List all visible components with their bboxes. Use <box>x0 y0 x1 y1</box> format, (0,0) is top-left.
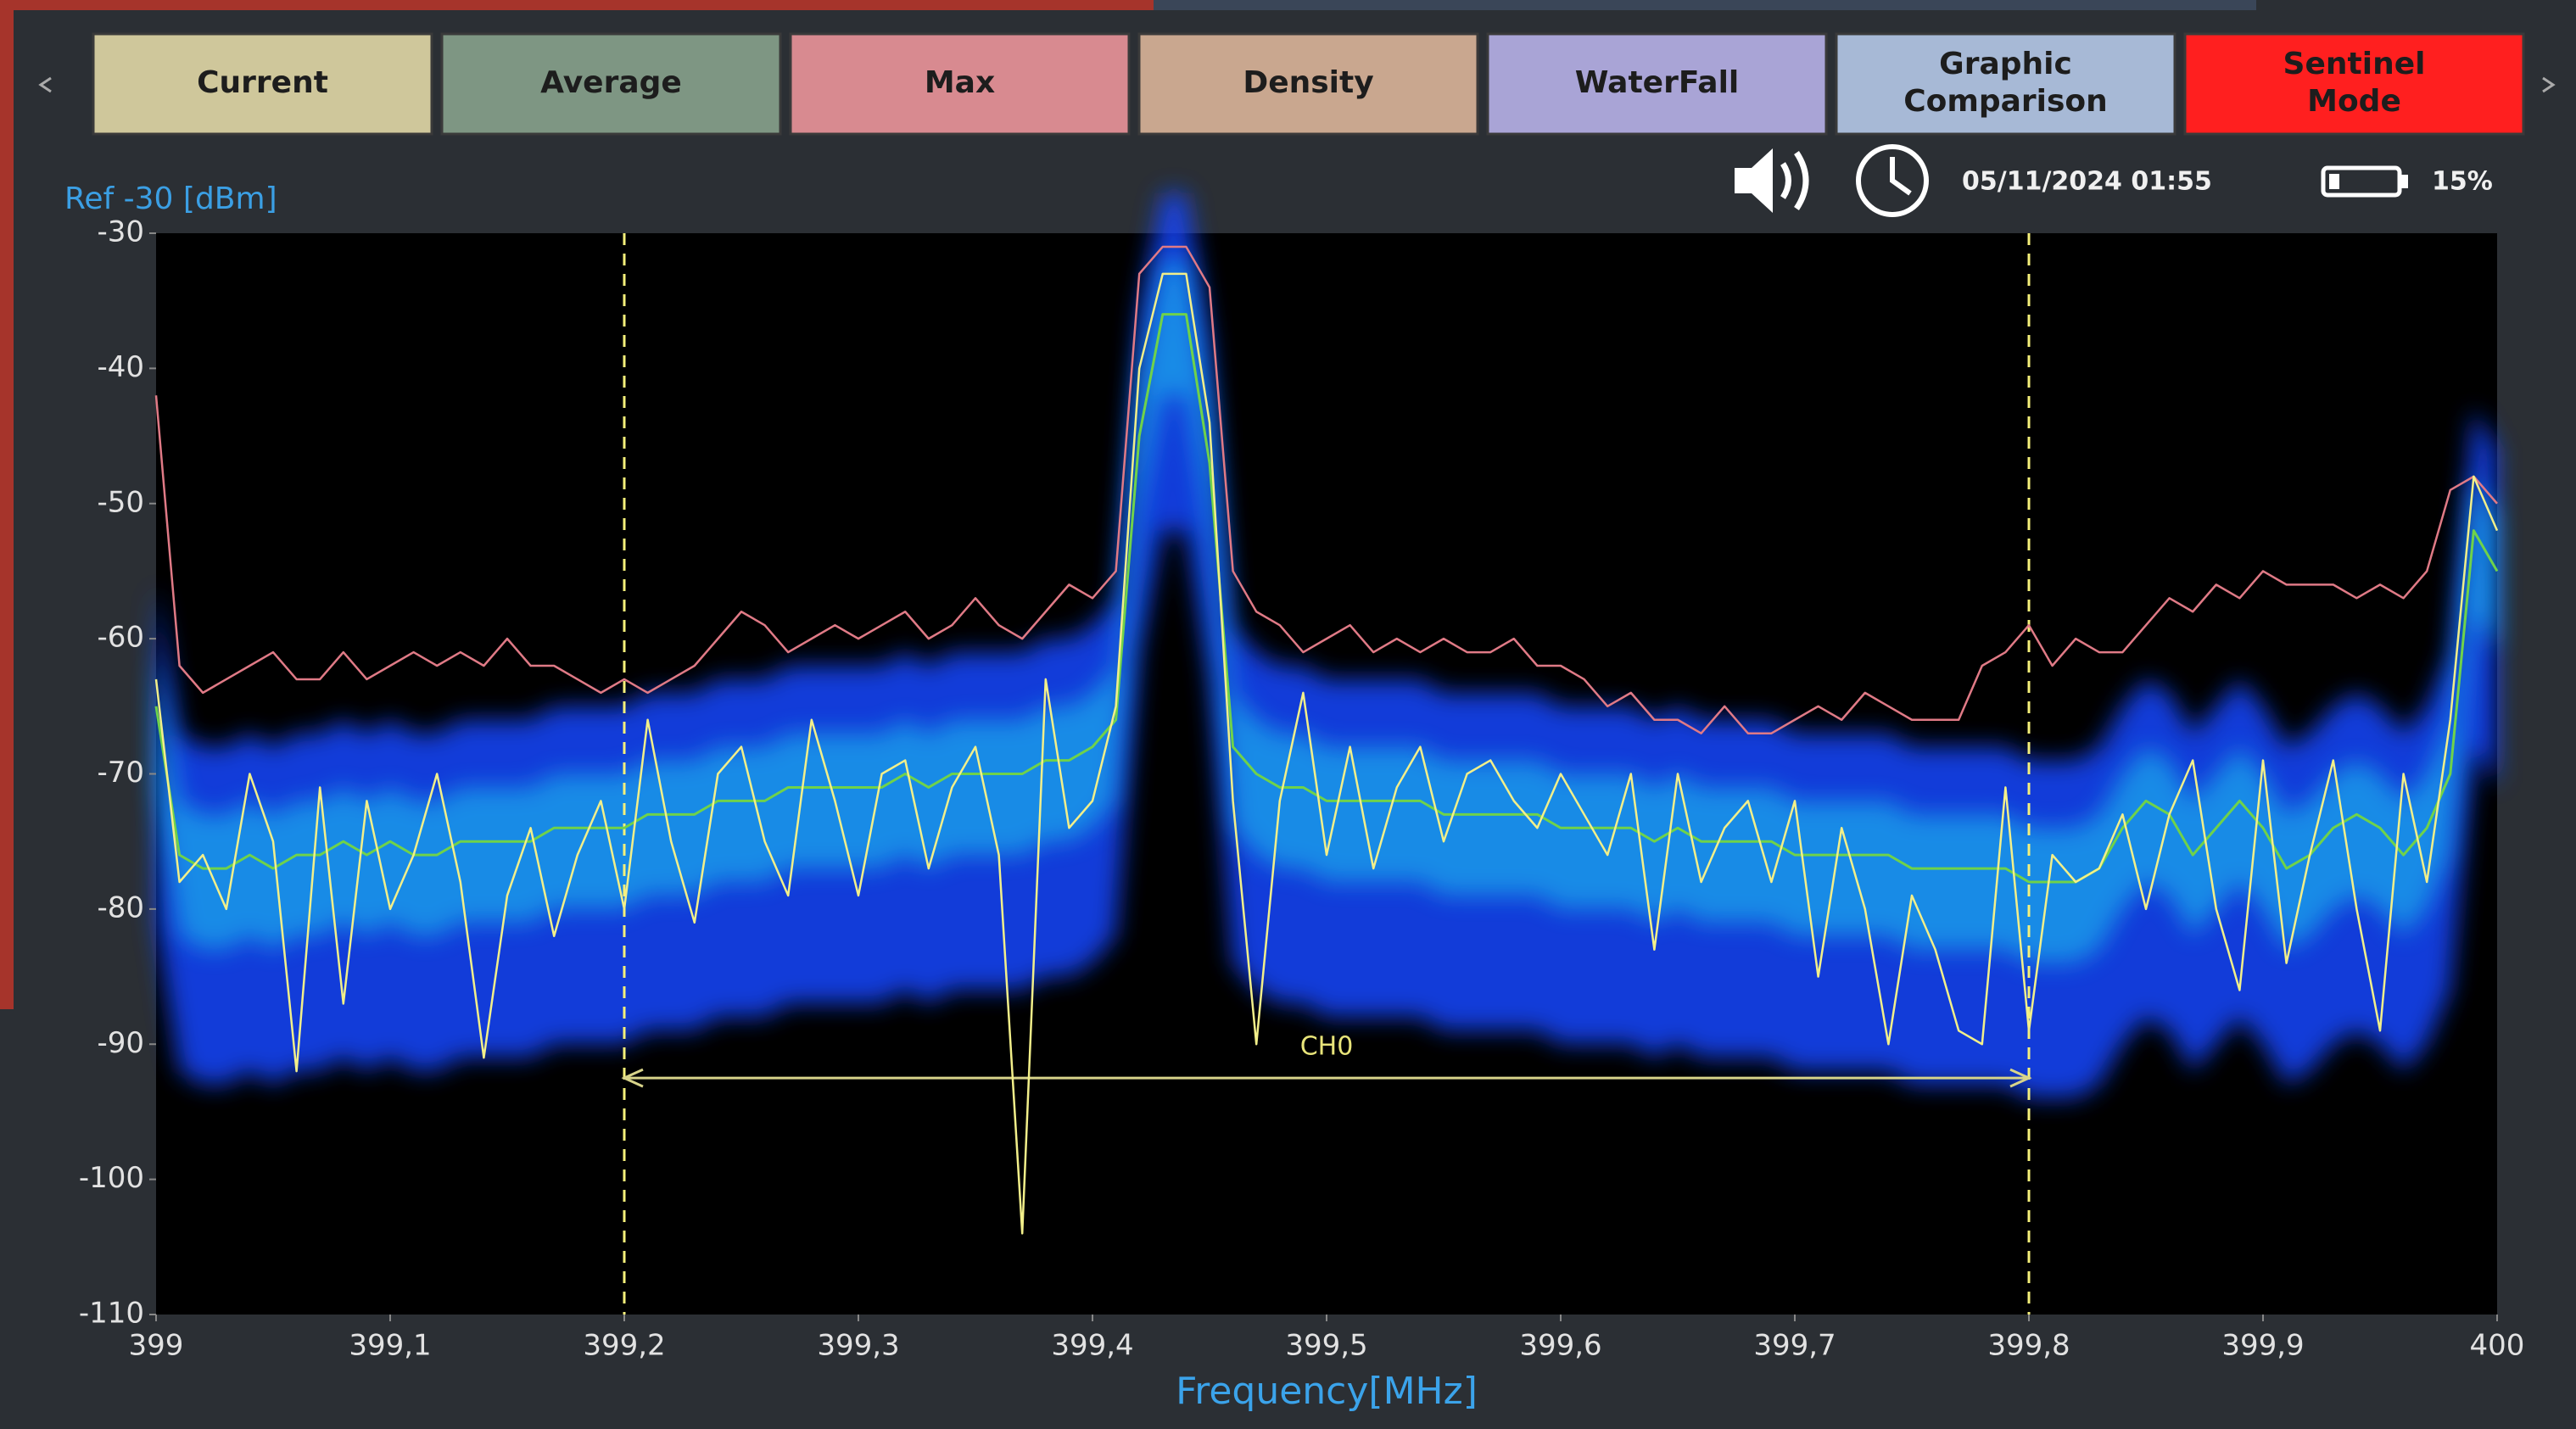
tab-label[interactable]: Max <box>925 65 995 100</box>
tab[interactable]: Sentinel Mode <box>2183 32 2525 136</box>
tab-label[interactable]: Sentinel Mode <box>2283 47 2426 119</box>
y-tick-label: -60 <box>97 621 144 655</box>
tab-button[interactable] <box>92 32 433 136</box>
x-tick-label: 400 <box>2470 1329 2525 1363</box>
x-tick-label: 399,2 <box>583 1329 665 1363</box>
channel-label: CH0 <box>1300 1032 1354 1062</box>
tab-button[interactable] <box>1486 32 1828 136</box>
top-strip <box>0 0 1154 10</box>
tab-label[interactable]: Current <box>197 65 328 100</box>
x-tick-label: 399,1 <box>349 1329 431 1363</box>
y-tick-label: -100 <box>79 1161 144 1195</box>
y-tick-label: -90 <box>97 1026 144 1060</box>
tab-button[interactable] <box>440 32 782 136</box>
clock-icon <box>1856 144 1929 217</box>
tab-bar: Current Average Max Density WaterFall Graphic… <box>92 32 2525 136</box>
battery-level: 15% <box>2432 167 2493 197</box>
density-core <box>156 260 2497 963</box>
y-tick-label: -80 <box>97 890 144 924</box>
tab-button[interactable] <box>2183 32 2525 136</box>
x-tick-label: 399,7 <box>1753 1329 1836 1363</box>
x-tick-label: 399,3 <box>817 1329 899 1363</box>
date-time: 05/11/2024 01:55 <box>1962 167 2212 197</box>
side-strip <box>0 0 14 1009</box>
trace <box>154 313 2499 884</box>
tab-label[interactable]: Density <box>1243 65 1373 100</box>
x-tick-label: 399,8 <box>1987 1329 2070 1363</box>
x-tick-label: 399,4 <box>1051 1329 1133 1363</box>
trace <box>154 272 2499 1235</box>
top-strip <box>1154 0 2256 10</box>
speaker-icon <box>1735 148 1809 213</box>
arrow-head <box>2009 1068 2032 1088</box>
x-axis-label: Frequency[MHz] <box>1176 1370 1478 1413</box>
arrow-head <box>621 1068 644 1088</box>
trace <box>154 245 2498 734</box>
tab-label[interactable]: Average <box>540 65 682 100</box>
y-tick-label: -40 <box>97 350 144 384</box>
tab[interactable]: Current <box>92 32 433 136</box>
tab[interactable]: WaterFall <box>1486 32 1828 136</box>
scroll-left[interactable] <box>38 76 52 93</box>
y-tick-label: -110 <box>79 1297 144 1331</box>
battery-icon <box>2321 165 2408 198</box>
tab[interactable]: Density <box>1137 32 1479 136</box>
x-tick-label: 399,9 <box>2221 1329 2304 1363</box>
x-tick-label: 399 <box>129 1329 184 1363</box>
tab-label[interactable]: WaterFall <box>1575 65 1740 100</box>
tab-button[interactable] <box>789 32 1131 136</box>
tab[interactable]: Graphic Comparison <box>1835 32 2176 136</box>
scroll-right[interactable] <box>2542 76 2556 93</box>
y-tick-label: -30 <box>97 215 144 249</box>
tab[interactable]: Max <box>789 32 1131 136</box>
ref-level: Ref -30 [dBm] <box>64 181 277 216</box>
tab-label[interactable]: Graphic Comparison <box>1903 47 2108 119</box>
y-tick-label: -50 <box>97 485 144 519</box>
x-tick-label: 399,6 <box>1519 1329 1601 1363</box>
y-tick-label: -70 <box>97 756 144 790</box>
tab-button[interactable] <box>1137 32 1479 136</box>
tab-button[interactable] <box>1835 32 2176 136</box>
tab[interactable]: Average <box>440 32 782 136</box>
x-tick-label: 399,5 <box>1285 1329 1367 1363</box>
